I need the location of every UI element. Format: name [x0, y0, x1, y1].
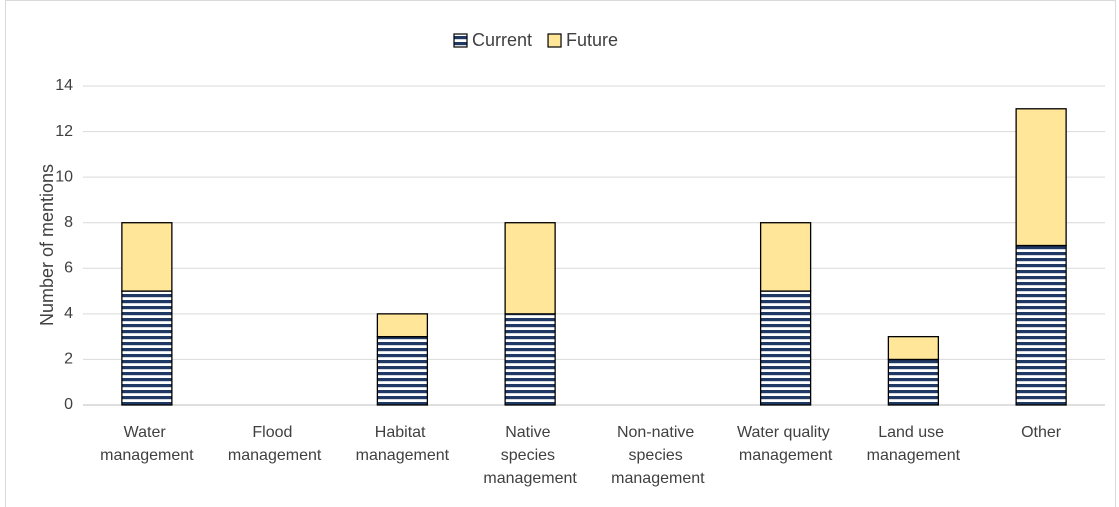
bar-segment [504, 222, 556, 315]
x-tick-label: Non-native species management [611, 424, 705, 487]
y-tick-label: 6 [64, 260, 73, 277]
y-tick-label: 4 [64, 305, 73, 322]
bar-segment [887, 358, 940, 406]
bar-segment [504, 313, 556, 406]
y-tick-label: 8 [64, 214, 73, 231]
y-tick-label: 0 [64, 396, 73, 413]
x-tick-label: Land use management [867, 424, 961, 464]
x-tick-label: Other [1021, 424, 1062, 441]
chart-frame [5, 0, 1116, 507]
legend-label: Future [566, 30, 618, 50]
y-tick-label: 12 [55, 123, 73, 140]
bar-segment [759, 222, 812, 292]
legend-marker [547, 33, 562, 48]
y-axis-label: Number of mentions [37, 164, 57, 326]
bar-segment [376, 335, 429, 406]
bar-segment [121, 290, 173, 406]
y-tick-label: 2 [64, 351, 73, 368]
x-tick-label: Flood management [228, 424, 322, 464]
bar-segment [1015, 244, 1067, 406]
bar-segment [759, 290, 812, 406]
y-tick-label: 10 [55, 168, 73, 185]
x-tick-label: Water quality management [737, 424, 834, 464]
bar-segment [887, 335, 940, 361]
bar-segment [121, 222, 173, 292]
x-tick-label: Habitat management [356, 424, 450, 464]
bar-segment [1015, 108, 1067, 247]
x-tick-label: Native species management [483, 424, 577, 487]
legend-marker [453, 33, 468, 48]
bar-segment [376, 313, 429, 338]
y-tick-label: 14 [55, 77, 73, 94]
x-tick-label: Water management [100, 424, 194, 464]
legend-label: Current [472, 30, 532, 50]
